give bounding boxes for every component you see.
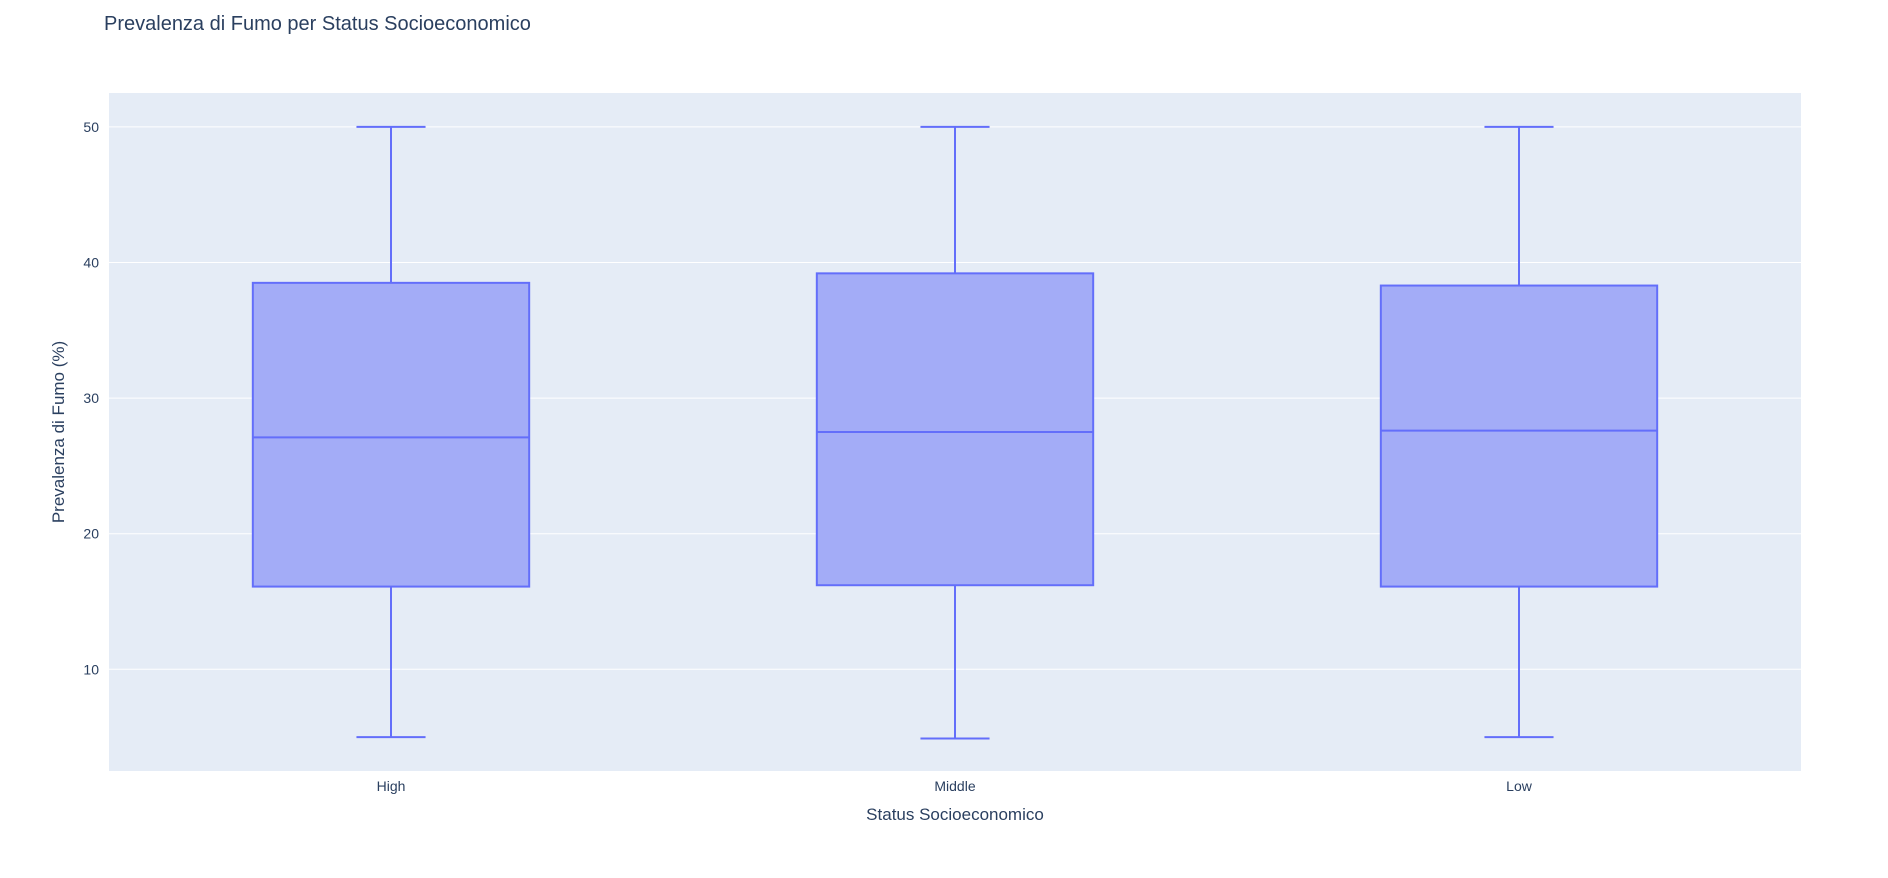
x-axis-title: Status Socioeconomico xyxy=(866,805,1044,824)
boxes-layer xyxy=(251,125,1659,740)
iqr-box xyxy=(251,281,531,588)
iqr-box xyxy=(1379,284,1659,588)
x-tick-label: High xyxy=(377,778,406,794)
y-tick-label: 50 xyxy=(83,119,99,135)
y-tick-label: 30 xyxy=(83,390,99,406)
y-axis-ticks: 10 20 30 40 50 xyxy=(83,119,99,677)
x-axis-ticks: High Middle Low xyxy=(377,778,1533,794)
chart-title: Prevalenza di Fumo per Status Socioecono… xyxy=(104,13,531,35)
x-tick-label: Middle xyxy=(934,778,975,794)
box-middle xyxy=(815,125,1095,740)
y-tick-label: 40 xyxy=(83,255,99,271)
box-high xyxy=(251,125,531,739)
y-tick-label: 10 xyxy=(83,661,99,677)
x-tick-label: Low xyxy=(1506,778,1533,794)
y-tick-label: 20 xyxy=(83,526,99,542)
iqr-box xyxy=(815,272,1095,587)
y-axis-title: Prevalenza di Fumo (%) xyxy=(49,341,68,523)
box-low xyxy=(1379,125,1659,739)
